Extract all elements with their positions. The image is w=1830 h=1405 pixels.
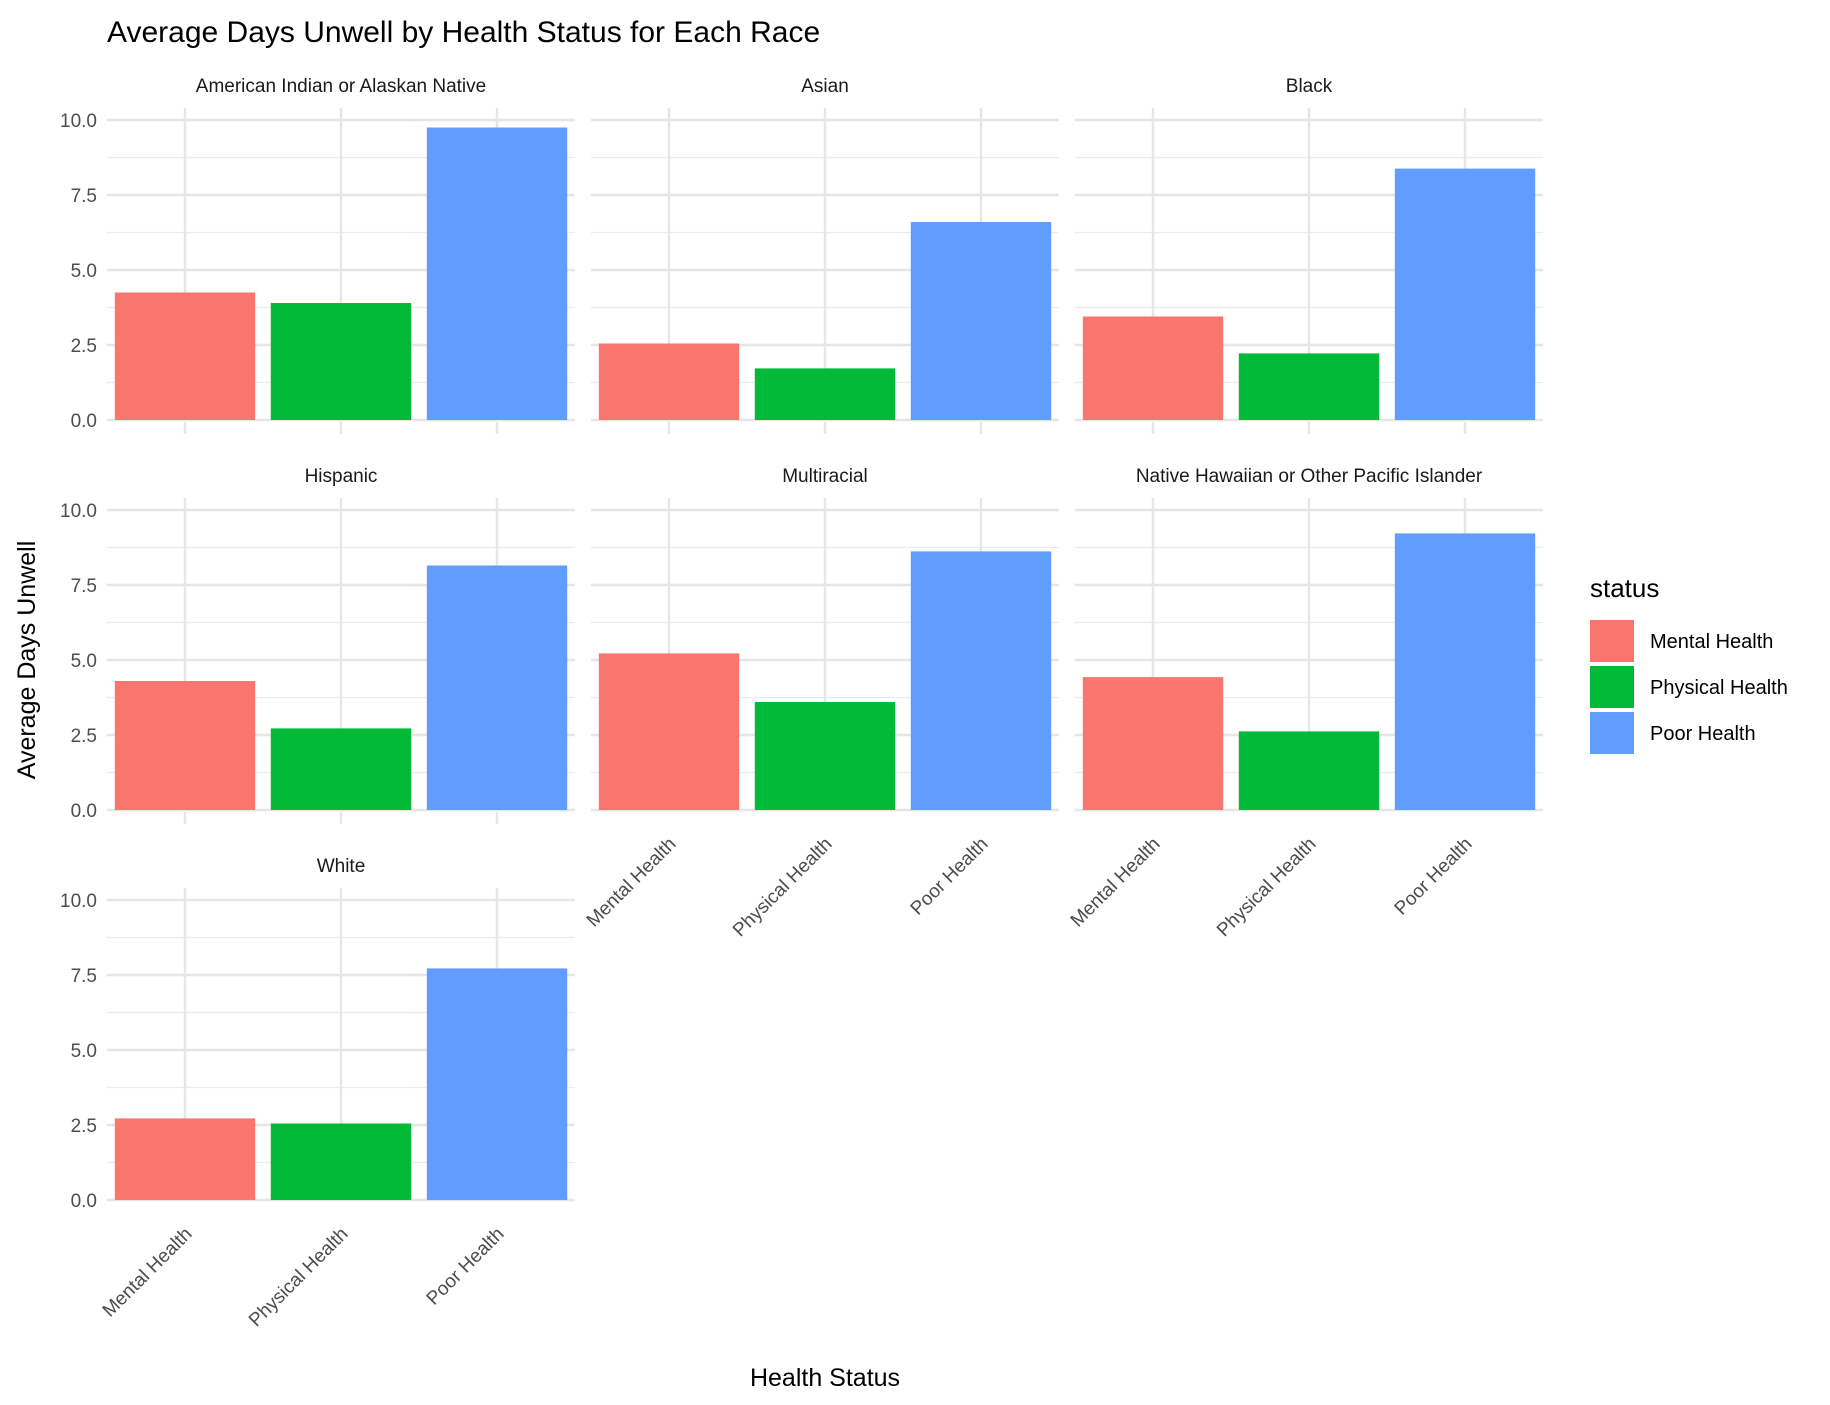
bar [754, 368, 896, 420]
y-tick-label: 10.0 [60, 891, 97, 912]
y-tick-label: 2.5 [71, 1116, 97, 1137]
bar [754, 702, 896, 810]
x-tick-label: Physical Health [245, 1224, 352, 1331]
bar [1082, 677, 1224, 810]
bar [426, 127, 568, 420]
facet-title: Hispanic [305, 466, 378, 487]
facet-panels: American Indian or Alaskan Native 0.0 2.5 5… [60, 76, 1543, 1331]
y-tick-label: 0.0 [71, 801, 97, 822]
y-tick-label: 7.5 [71, 186, 97, 207]
y-tick-label: 10.0 [60, 111, 97, 132]
x-tick-label: Mental Health [1067, 834, 1165, 932]
facet-title: American Indian or Alaskan Native [196, 76, 486, 97]
y-tick-label: 5.0 [71, 261, 97, 282]
legend-label: Poor Health [1650, 723, 1756, 745]
facet-title: Black [1286, 76, 1333, 97]
chart-title: Average Days Unwell by Health Status for… [107, 16, 820, 49]
facet-title: Asian [801, 76, 849, 97]
bar [910, 222, 1052, 420]
legend-swatch [1590, 666, 1634, 708]
bar [114, 292, 256, 420]
bar [1238, 731, 1380, 810]
y-tick-label: 7.5 [71, 966, 97, 987]
x-tick-label: Poor Health [907, 834, 993, 920]
y-tick-label: 0.0 [71, 411, 97, 432]
y-tick-label: 10.0 [60, 501, 97, 522]
legend-swatch [1590, 620, 1634, 662]
bar [910, 551, 1052, 810]
facet-panel: Black [1075, 76, 1543, 434]
y-tick-label: 2.5 [71, 336, 97, 357]
facet-panel: Asian [591, 76, 1059, 434]
x-tick-label: Poor Health [1391, 834, 1477, 920]
bar [1394, 533, 1536, 810]
y-tick-label: 5.0 [71, 651, 97, 672]
y-tick-label: 2.5 [71, 726, 97, 747]
y-tick-label: 0.0 [71, 1191, 97, 1212]
facet-title: Multiracial [782, 466, 868, 487]
x-tick-label: Mental Health [99, 1224, 197, 1322]
legend-label: Mental Health [1650, 631, 1773, 653]
facet-title: White [317, 856, 366, 877]
x-tick-label: Physical Health [1213, 834, 1320, 941]
legend-title: status [1590, 573, 1659, 603]
facet-panel: White 0.0 2.5 5.0 7.5 10.0 Mental Health Physic… [60, 856, 575, 1331]
bar [1394, 168, 1536, 420]
facet-panel: Hispanic 0.0 2.5 5.0 7.5 10.0 [60, 466, 575, 824]
legend-swatch [1590, 712, 1634, 754]
bar [1238, 353, 1380, 420]
x-tick-label: Poor Health [423, 1224, 509, 1310]
facet-panel: American Indian or Alaskan Native 0.0 2.5 5… [60, 76, 575, 434]
y-axis-label: Average Days Unwell [13, 541, 41, 780]
y-tick-label: 7.5 [71, 576, 97, 597]
bar [270, 728, 412, 810]
facet-title: Native Hawaiian or Other Pacific Islande… [1136, 466, 1483, 487]
bar [270, 1123, 412, 1200]
bar [114, 681, 256, 810]
y-tick-label: 5.0 [71, 1041, 97, 1062]
legend: Mental Health Physical Health Poor Health [1590, 620, 1788, 754]
bar [426, 968, 568, 1200]
bar [598, 653, 740, 810]
x-tick-label: Physical Health [729, 834, 836, 941]
legend-label: Physical Health [1650, 677, 1788, 699]
bar [114, 1118, 256, 1200]
facet-panel: Native Hawaiian or Other Pacific Islande… [1067, 466, 1543, 941]
bar [598, 343, 740, 420]
bar [1082, 316, 1224, 420]
x-tick-label: Mental Health [583, 834, 681, 932]
bar [426, 565, 568, 810]
facet-panel: Multiracial Mental Health Physical Health P… [583, 466, 1059, 941]
x-axis-label: Health Status [750, 1364, 900, 1392]
bar [270, 303, 412, 420]
